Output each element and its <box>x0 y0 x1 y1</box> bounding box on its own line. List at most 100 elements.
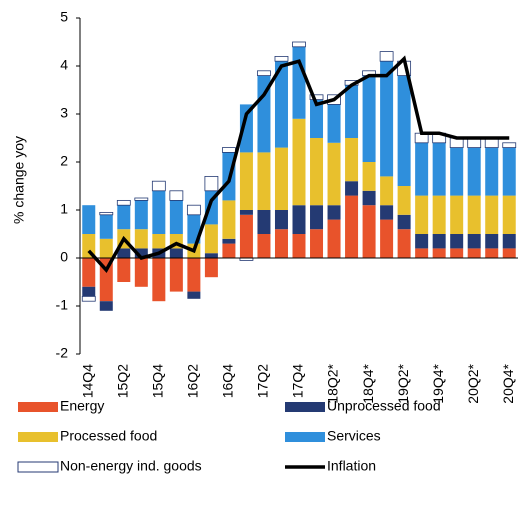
bar-segment <box>415 195 429 234</box>
bar-segment <box>467 195 481 234</box>
bar-segment <box>134 258 148 287</box>
bar-segment <box>204 224 218 254</box>
legend-swatch <box>285 432 325 442</box>
bar-segment <box>432 234 446 249</box>
bar-segment <box>152 190 166 234</box>
y-tick-label: 4 <box>60 57 68 73</box>
bar-segment <box>415 142 429 196</box>
bar-segment <box>485 234 499 249</box>
x-tick-label: 16Q4 <box>220 364 236 398</box>
bar-segment <box>415 234 429 249</box>
bar-segment <box>380 219 394 258</box>
bar-segment <box>327 205 341 220</box>
bar-segment <box>116 199 131 206</box>
y-tick-label: 0 <box>60 249 68 265</box>
line <box>87 55 510 273</box>
bar-segment <box>292 46 306 119</box>
bar-segment <box>502 142 517 149</box>
bar-segment <box>292 234 306 258</box>
y-tick-label: 2 <box>60 153 68 169</box>
bar-segment <box>152 258 166 302</box>
x-tick-label: 18Q4* <box>360 363 376 403</box>
bar-segment <box>432 142 446 196</box>
legend-label: Unprocessed food <box>327 398 441 414</box>
bar-segment <box>274 147 288 210</box>
y-tick-label: 3 <box>60 105 68 121</box>
bar-segment <box>397 75 411 186</box>
bar-segment <box>327 142 341 206</box>
bar-segment <box>99 211 114 216</box>
bar-segment <box>450 234 464 249</box>
bar-segment <box>169 190 184 201</box>
y-tick-label: -1 <box>56 297 69 313</box>
bar-segment <box>502 195 516 234</box>
bar-segment <box>274 229 288 258</box>
bar-segment <box>292 41 306 48</box>
bar-segment <box>274 210 288 230</box>
bar-segment <box>169 248 183 258</box>
bar-segment <box>310 229 324 258</box>
y-tick-label: -2 <box>56 345 69 361</box>
bar-segment <box>432 195 446 234</box>
bar-segment <box>134 197 149 201</box>
bar-segment <box>117 248 131 258</box>
bar-segment <box>257 152 271 210</box>
x-tick-label: 18Q2* <box>325 363 341 403</box>
legend-swatch <box>18 402 58 412</box>
bar-segment <box>222 238 236 244</box>
bar-segment <box>81 295 96 302</box>
legend-label: Non-energy ind. goods <box>60 458 202 474</box>
bar-segment <box>327 104 341 143</box>
legend-label: Services <box>327 428 381 444</box>
bar-segment <box>485 147 499 196</box>
bar-segment <box>309 94 324 101</box>
bar-segment <box>222 147 236 153</box>
x-tick-label: 15Q2 <box>115 364 131 398</box>
bar-segment <box>345 138 359 182</box>
bar-segment <box>310 138 324 206</box>
bar-segment <box>502 248 516 258</box>
bar-segment <box>345 195 359 258</box>
bar-segment <box>467 248 481 258</box>
bar-segment <box>450 147 464 196</box>
bar-segment <box>397 214 411 230</box>
x-tick-label: 20Q2* <box>465 363 481 403</box>
bar-segment <box>379 51 394 62</box>
y-tick-label: 5 <box>60 9 68 25</box>
bar-segment <box>380 176 394 206</box>
bar-segment <box>257 70 271 77</box>
bar-segment <box>310 205 324 230</box>
x-tick-label: 15Q4 <box>150 364 166 398</box>
bar-segment <box>134 248 148 258</box>
bar-segment <box>186 204 201 216</box>
bar-segment <box>257 210 271 234</box>
legend-label: Inflation <box>327 458 376 474</box>
legend-label: Processed food <box>60 428 157 444</box>
bar-segment <box>397 186 411 215</box>
bar-segment <box>292 205 306 234</box>
bar-segment <box>274 56 289 62</box>
legend-swatch <box>18 432 58 442</box>
x-tick-label: 19Q2* <box>395 363 411 403</box>
bar-segment <box>380 205 394 220</box>
legend-label: Energy <box>60 398 104 414</box>
legend-swatch <box>285 402 325 412</box>
bar-segment <box>204 258 218 278</box>
bar-segment <box>292 118 306 206</box>
bar-segment <box>310 99 324 138</box>
bar-segment <box>204 253 218 258</box>
bar-segment <box>239 210 253 215</box>
x-tick-label: 17Q2 <box>255 364 271 398</box>
bar-segment <box>257 234 271 258</box>
bar-segment <box>239 214 253 258</box>
x-tick-label: 17Q4 <box>290 364 306 398</box>
bar-segment <box>467 234 481 249</box>
bar-segment <box>450 248 464 258</box>
bar-segment <box>152 234 166 249</box>
bar-segment <box>450 195 464 234</box>
bar-segment <box>169 200 183 234</box>
bar-segment <box>239 152 253 210</box>
bar-segment <box>362 190 376 206</box>
bar-segment <box>82 286 96 297</box>
